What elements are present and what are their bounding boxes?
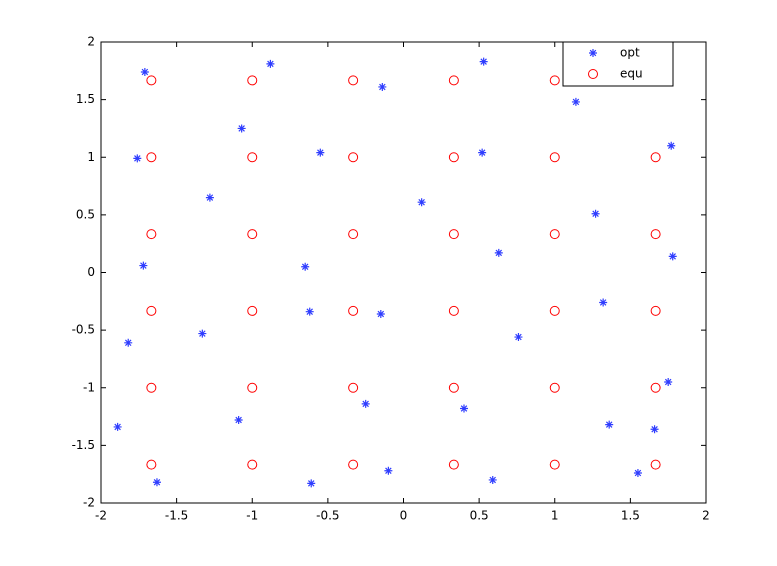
point xyxy=(348,152,359,163)
point xyxy=(348,459,359,470)
point xyxy=(650,229,661,240)
point xyxy=(140,67,149,76)
point xyxy=(549,152,560,163)
point xyxy=(234,416,243,425)
point xyxy=(633,469,642,478)
point xyxy=(448,382,459,393)
point xyxy=(514,333,523,342)
point xyxy=(247,75,258,86)
point xyxy=(549,459,560,470)
legend-label: equ xyxy=(620,67,643,81)
point xyxy=(247,382,258,393)
point xyxy=(146,382,157,393)
point xyxy=(146,305,157,316)
point xyxy=(146,459,157,470)
point xyxy=(378,82,387,91)
point xyxy=(417,198,426,207)
point xyxy=(667,141,676,150)
x-tick-label: -0.5 xyxy=(316,509,339,523)
point xyxy=(448,459,459,470)
x-tick-label: 1.5 xyxy=(621,509,640,523)
x-tick-label: 1 xyxy=(551,509,559,523)
point xyxy=(146,229,157,240)
x-tick-label: 0 xyxy=(400,509,408,523)
point xyxy=(591,209,600,218)
point xyxy=(549,382,560,393)
point xyxy=(478,148,487,157)
point xyxy=(316,148,325,157)
point xyxy=(599,298,608,307)
point xyxy=(605,420,614,429)
point xyxy=(247,305,258,316)
point xyxy=(650,425,659,434)
point xyxy=(266,59,275,68)
point xyxy=(650,152,661,163)
legend-marker xyxy=(589,49,597,57)
point xyxy=(664,377,673,386)
point xyxy=(348,305,359,316)
point xyxy=(549,229,560,240)
point xyxy=(247,152,258,163)
point xyxy=(376,309,385,318)
point xyxy=(650,382,661,393)
y-tick-label: 2 xyxy=(87,35,95,49)
point xyxy=(146,75,157,86)
point xyxy=(152,478,161,487)
x-tick-label: -1.5 xyxy=(165,509,188,523)
point xyxy=(549,75,560,86)
point xyxy=(348,75,359,86)
point xyxy=(488,475,497,484)
point xyxy=(124,338,133,347)
y-tick-label: -1 xyxy=(83,380,95,394)
point xyxy=(448,305,459,316)
point xyxy=(307,479,316,488)
y-tick-label: 0.5 xyxy=(76,207,95,221)
y-tick-label: -1.5 xyxy=(72,438,95,452)
y-tick-label: 0 xyxy=(87,265,95,279)
y-tick-label: 1.5 xyxy=(76,92,95,106)
point xyxy=(146,152,157,163)
x-tick-label: -1 xyxy=(246,509,258,523)
point xyxy=(494,248,503,257)
point xyxy=(348,382,359,393)
point xyxy=(448,229,459,240)
legend-marker xyxy=(588,69,598,79)
point xyxy=(448,75,459,86)
point xyxy=(205,193,214,202)
point xyxy=(348,229,359,240)
point xyxy=(247,459,258,470)
x-tick-label: 2 xyxy=(702,509,710,523)
point xyxy=(361,399,370,408)
point xyxy=(305,307,314,316)
point xyxy=(650,305,661,316)
point xyxy=(113,422,122,431)
point xyxy=(650,459,661,470)
point xyxy=(133,154,142,163)
x-tick-label: -2 xyxy=(95,509,107,523)
point xyxy=(247,229,258,240)
y-tick-label: -2 xyxy=(83,496,95,510)
point xyxy=(460,404,468,413)
y-tick-label: -0.5 xyxy=(72,323,95,337)
point xyxy=(384,466,393,475)
point xyxy=(198,329,207,338)
y-tick-label: 1 xyxy=(87,150,95,164)
legend-box xyxy=(562,41,674,87)
point xyxy=(237,124,246,133)
x-tick-label: 0.5 xyxy=(470,509,489,523)
point xyxy=(571,97,580,106)
point xyxy=(549,305,560,316)
point xyxy=(139,261,148,270)
point xyxy=(479,57,488,66)
point xyxy=(448,152,459,163)
point xyxy=(668,252,677,261)
plot-area xyxy=(100,41,707,504)
legend-label: opt xyxy=(620,46,640,60)
point xyxy=(301,262,310,271)
